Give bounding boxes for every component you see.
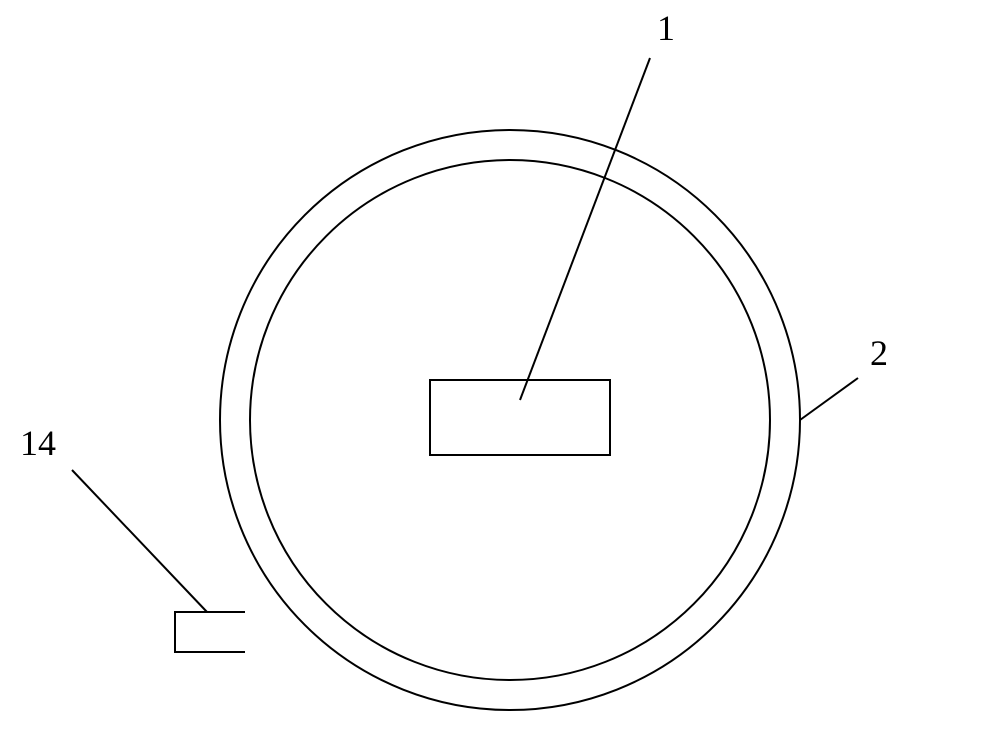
leader-right <box>800 378 858 420</box>
label-left: 14 <box>20 423 56 463</box>
center-rect <box>430 380 610 455</box>
leader-left <box>72 470 207 612</box>
label-right: 2 <box>870 333 888 373</box>
outer-circle <box>220 130 800 710</box>
inner-circle <box>250 160 770 680</box>
tab-rect <box>175 612 245 652</box>
label-top: 1 <box>657 8 675 48</box>
leader-top <box>520 58 650 400</box>
